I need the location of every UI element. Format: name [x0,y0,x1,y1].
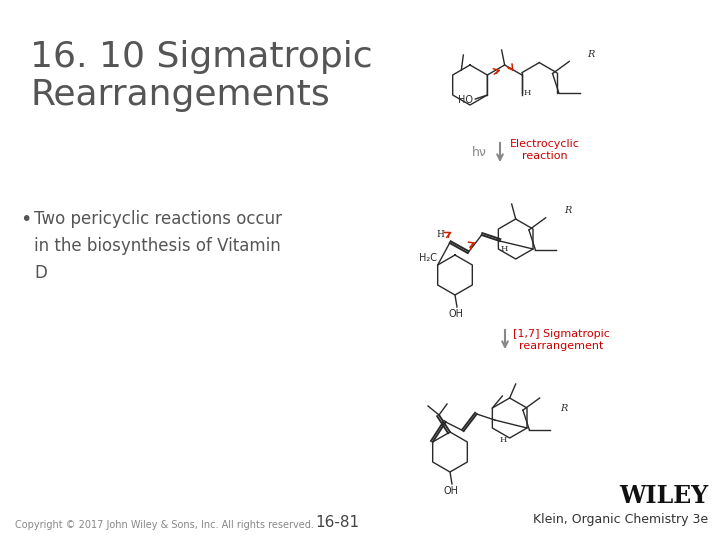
Text: H₂C: H₂C [419,253,437,263]
Text: HO: HO [459,95,473,105]
Text: R: R [588,50,595,59]
Text: Copyright © 2017 John Wiley & Sons, Inc. All rights reserved.: Copyright © 2017 John Wiley & Sons, Inc.… [15,520,314,530]
Text: Rearrangements: Rearrangements [30,78,330,112]
Text: hν: hν [472,146,487,159]
Text: Two pericyclic reactions occur
in the biosynthesis of Vitamin
D: Two pericyclic reactions occur in the bi… [34,210,282,282]
Text: H: H [437,230,445,239]
Text: Klein, Organic Chemistry 3e: Klein, Organic Chemistry 3e [533,513,708,526]
Text: 16. 10 Sigmatropic: 16. 10 Sigmatropic [30,40,373,74]
Text: H: H [500,245,508,253]
Text: OH: OH [444,487,459,496]
Text: R: R [559,404,567,413]
Text: •: • [20,210,32,229]
Text: H: H [499,436,507,444]
Text: H: H [524,89,531,97]
Text: 16-81: 16-81 [315,515,359,530]
Text: R: R [564,206,571,215]
Text: WILEY: WILEY [619,484,708,508]
Text: OH: OH [449,309,464,319]
Text: [1,7] Sigmatropic
rearrangement: [1,7] Sigmatropic rearrangement [513,329,610,351]
Text: Electrocyclic
reaction: Electrocyclic reaction [510,139,580,161]
